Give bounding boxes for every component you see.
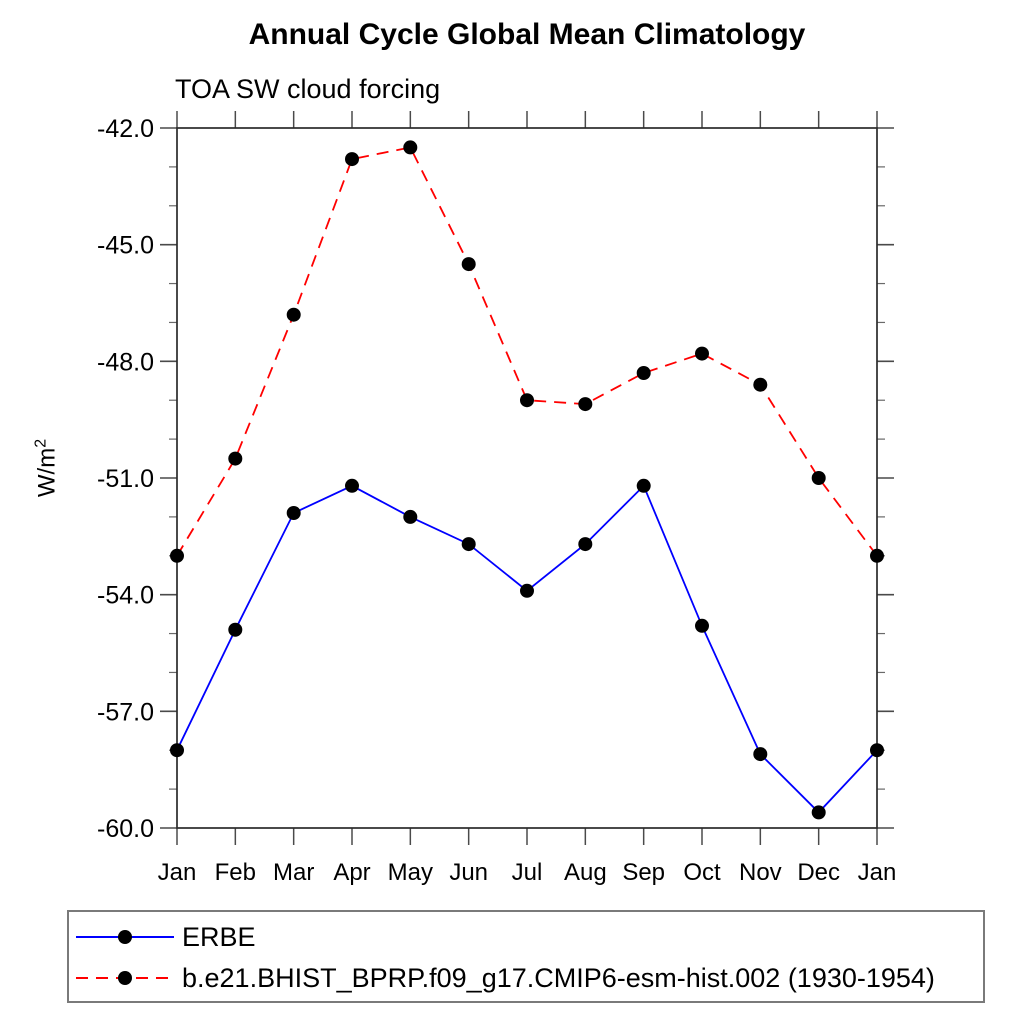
legend-line-sample-erbe <box>76 930 174 944</box>
x-tick-label: Jan <box>158 859 197 886</box>
x-tick-label: Jul <box>512 859 543 886</box>
data-point-marker <box>228 451 243 466</box>
data-point-marker <box>520 393 534 408</box>
legend-entry-model: b.e21.BHIST_BPRP.f09_g17.CMIP6-esm-hist.… <box>74 963 935 993</box>
y-tick-label: -45.0 <box>97 232 154 260</box>
data-point-marker <box>286 506 301 520</box>
data-point-marker <box>461 537 476 552</box>
x-tick-label: Feb <box>215 859 256 886</box>
data-point-marker <box>461 257 476 272</box>
y-tick-label: -54.0 <box>97 582 154 610</box>
data-point-marker <box>403 140 418 155</box>
y-tick-label: -51.0 <box>97 465 154 493</box>
legend-label-erbe: ERBE <box>182 921 256 952</box>
plot-border <box>176 127 878 829</box>
y-tick-labels: -42.0 -45.0 -48.0 -51.0 -54.0 -57.0 -60.0 <box>97 115 154 843</box>
data-point-marker <box>695 618 709 633</box>
data-point-marker <box>520 583 534 598</box>
data-point-marker <box>695 346 709 361</box>
x-tick-label: Sep <box>622 859 665 886</box>
x-tick-label: Nov <box>739 859 782 886</box>
data-point-marker <box>403 509 418 524</box>
data-point-marker <box>578 397 593 412</box>
x-ticks <box>176 111 878 845</box>
data-point-marker <box>636 478 651 493</box>
data-point-marker <box>811 805 826 820</box>
legend: ERBE b.e21.BHIST_BPRP.f09_g17.CMIP6-esm-… <box>67 910 985 1003</box>
legend-marker-erbe <box>118 930 132 944</box>
legend-label-model: b.e21.BHIST_BPRP.f09_g17.CMIP6-esm-hist.… <box>182 962 935 993</box>
y-tick-label: -60.0 <box>97 815 154 843</box>
data-point-marker <box>228 622 243 637</box>
legend-marker-model <box>118 971 132 985</box>
chart-title: Annual Cycle Global Mean Climatology <box>248 18 806 51</box>
data-point-marker <box>870 548 884 563</box>
x-tick-label: Oct <box>683 859 721 886</box>
data-point-marker <box>170 548 184 563</box>
y-major-ticks <box>160 127 894 829</box>
data-point-marker <box>753 747 768 762</box>
data-point-marker <box>345 478 359 493</box>
data-point-marker <box>578 537 593 552</box>
x-tick-label: May <box>388 859 433 886</box>
series-markers-1 <box>170 140 884 563</box>
data-point-marker <box>811 471 826 485</box>
y-tick-label: -42.0 <box>97 115 154 143</box>
data-point-marker <box>870 743 884 758</box>
series-line-1 <box>176 146 878 557</box>
data-point-marker <box>345 152 359 167</box>
x-tick-label: Mar <box>273 859 314 886</box>
chart-subtitle: TOA SW cloud forcing <box>175 74 441 104</box>
x-tick-label: Dec <box>797 859 840 886</box>
data-point-marker <box>753 377 768 392</box>
legend-entry-erbe: ERBE <box>74 922 256 952</box>
y-tick-label: -57.0 <box>97 698 154 726</box>
x-tick-label: Aug <box>564 859 607 886</box>
legend-line-sample-model <box>76 971 174 985</box>
x-tick-label: Jun <box>449 859 488 886</box>
y-minor-ticks <box>169 166 885 790</box>
data-point-marker <box>636 366 651 380</box>
series-line-0 <box>176 484 878 814</box>
data-point-marker <box>170 743 184 758</box>
data-point-marker <box>286 307 301 322</box>
y-tick-label: -48.0 <box>97 348 154 376</box>
x-tick-labels: Jan Feb Mar Apr May Jun Jul Aug Sep Oct Nov Dec Jan <box>158 859 897 886</box>
x-tick-label: Jan <box>858 859 897 886</box>
series-markers-0 <box>170 478 884 820</box>
x-tick-label: Apr <box>333 859 370 886</box>
